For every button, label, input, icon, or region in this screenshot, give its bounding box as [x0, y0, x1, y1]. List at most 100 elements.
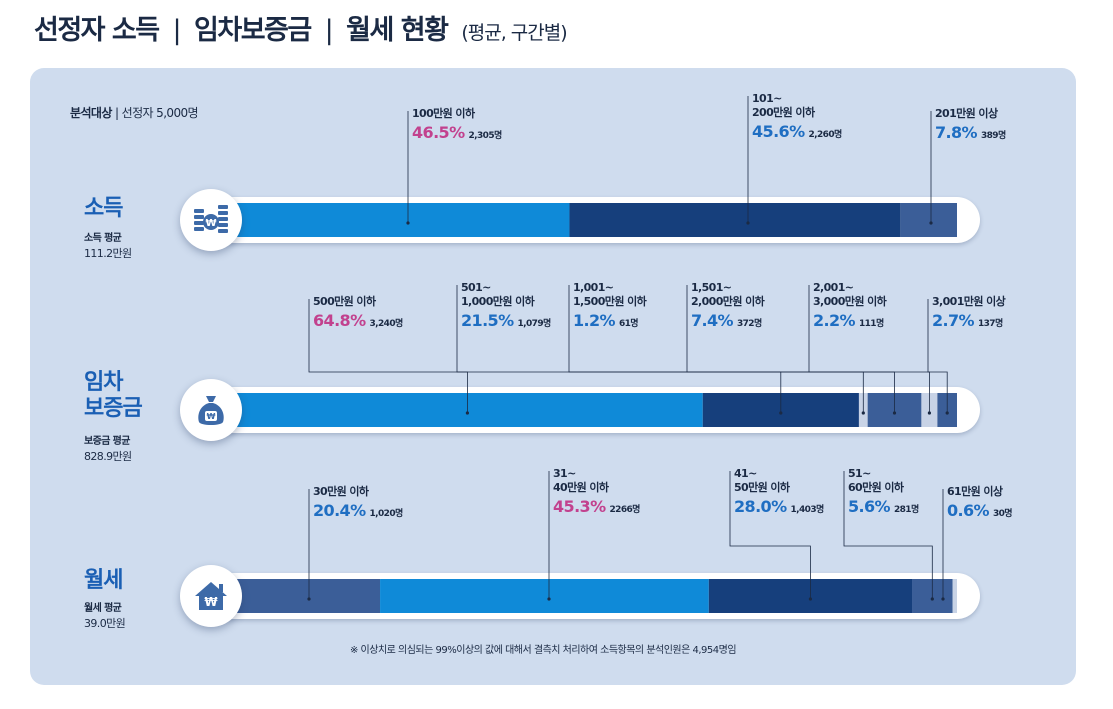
- deposit-icon-badge: ₩: [180, 379, 242, 441]
- deposit-title-line2: 보증금: [84, 396, 143, 421]
- svg-text:₩: ₩: [204, 595, 218, 609]
- segment-range-label: 2,000만원 이하: [691, 295, 765, 308]
- segment-range-label: 50만원 이하: [734, 481, 790, 494]
- segment-label: 61만원 이상 0.6% 30명: [947, 485, 1013, 523]
- segment-count: 2,260명: [808, 130, 843, 140]
- title-subtitle: (평균, 구간별): [461, 22, 567, 44]
- segment-count: 389명: [980, 131, 1006, 141]
- segment-range-label: 200만원 이하: [752, 106, 815, 119]
- rent-icon-badge: ₩: [180, 565, 242, 627]
- segment-count: 1,079명: [517, 319, 552, 329]
- segment-count: 1,403명: [790, 505, 825, 515]
- segment-range-label: 40만원 이하: [553, 481, 609, 494]
- svg-text:₩: ₩: [205, 218, 216, 229]
- segment-label: 41~ 50만원 이하 28.0% 1,403명: [734, 467, 824, 519]
- segment-count: 137명: [977, 319, 1003, 329]
- segment-count: 30명: [992, 509, 1013, 519]
- segment-percent: 2.2%: [813, 311, 856, 330]
- page-title: 선정자 소득 | 임차보증금 | 월세 현황 (평균, 구간별): [34, 8, 568, 47]
- segment-percent: 7.8%: [935, 123, 978, 142]
- category-title-income: 소득: [84, 196, 123, 221]
- segment-label: 31~ 40만원 이하 45.3% 2266명: [553, 467, 640, 519]
- segment-range-label: 101~: [752, 92, 782, 105]
- rent-bar-track: [196, 573, 980, 619]
- segment-range-label: 51~: [848, 467, 871, 480]
- deposit-bar-track: [196, 387, 980, 433]
- segment-range-label: 1,000만원 이하: [461, 295, 535, 308]
- segment-count: 2,305명: [468, 131, 503, 141]
- income-bar-track: [196, 197, 980, 243]
- segment-percent: 45.6%: [752, 122, 805, 141]
- footnote: ※ 이상치로 의심되는 99%이상의 값에 대해서 결측치 처리하여 소득항목의…: [350, 645, 737, 656]
- segment-count: 61명: [618, 319, 639, 329]
- segment-percent: 20.4%: [313, 501, 366, 520]
- house-icon: ₩: [195, 582, 227, 610]
- income-average-value: 111.2만원: [84, 247, 132, 260]
- segment-label: 500만원 이하 64.8% 3,240명: [313, 295, 403, 333]
- segment-label: 51~ 60만원 이하 5.6% 281명: [848, 467, 919, 519]
- analysis-target: 분석대상 | 선정자 5,000명: [70, 104, 199, 121]
- segment-label: 201만원 이상 7.8% 389명: [935, 107, 1006, 145]
- segment-label: 501~ 1,000만원 이하 21.5% 1,079명: [461, 281, 551, 333]
- segment-percent: 2.7%: [932, 311, 975, 330]
- segment-count: 372명: [736, 319, 762, 329]
- segment-count: 2266명: [609, 505, 641, 515]
- category-title-deposit: 임차 보증금: [84, 370, 143, 422]
- segment-range-label: 1,001~: [573, 281, 614, 294]
- money-bag-icon: ₩: [198, 396, 224, 425]
- income-average-label: 소득 평균: [84, 233, 122, 244]
- segment-range-label: 1,501~: [691, 281, 732, 294]
- segment-range-label: 30만원 이하: [313, 485, 369, 498]
- rent-average: 월세 평균 39.0만원: [84, 600, 126, 631]
- segment-percent: 1.2%: [573, 311, 616, 330]
- segment-range-label: 41~: [734, 467, 757, 480]
- deposit-average: 보증금 평균 828.9만원: [84, 433, 132, 464]
- category-title-rent: 월세: [84, 568, 123, 593]
- analysis-target-value: | 선정자 5,000명: [114, 106, 199, 120]
- segment-range-label: 500만원 이하: [313, 295, 376, 308]
- segment-label: 100만원 이하 46.5% 2,305명: [412, 107, 502, 145]
- segment-label: 2,001~ 3,000만원 이하 2.2% 111명: [813, 281, 887, 333]
- segment-range-label: 3,001만원 이상: [932, 295, 1006, 308]
- title-rent: 월세 현황: [346, 15, 449, 46]
- rent-average-label: 월세 평균: [84, 603, 122, 614]
- segment-label: 1,001~ 1,500만원 이하 1.2% 61명: [573, 281, 647, 333]
- segment-range-label: 501~: [461, 281, 491, 294]
- segment-label: 30만원 이하 20.4% 1,020명: [313, 485, 403, 523]
- title-separator: |: [172, 15, 182, 46]
- segment-range-label: 2,001~: [813, 281, 854, 294]
- income-average: 소득 평균 111.2만원: [84, 230, 132, 261]
- segment-range-label: 100만원 이하: [412, 107, 475, 120]
- deposit-average-value: 828.9만원: [84, 450, 132, 463]
- analysis-target-label: 분석대상: [70, 106, 112, 120]
- segment-count: 281명: [893, 505, 919, 515]
- deposit-average-label: 보증금 평균: [84, 436, 130, 447]
- deposit-title-line1: 임차: [84, 370, 123, 395]
- segment-percent: 46.5%: [412, 123, 465, 142]
- segment-label: 1,501~ 2,000만원 이하 7.4% 372명: [691, 281, 765, 333]
- segment-percent: 21.5%: [461, 311, 514, 330]
- segment-range-label: 61만원 이상: [947, 485, 1003, 498]
- segment-range-label: 201만원 이상: [935, 107, 998, 120]
- segment-range-label: 1,500만원 이하: [573, 295, 647, 308]
- segment-label: 3,001만원 이상 2.7% 137명: [932, 295, 1006, 333]
- segment-percent: 45.3%: [553, 497, 606, 516]
- title-deposit: 임차보증금: [194, 15, 312, 46]
- segment-label: 101~ 200만원 이하 45.6% 2,260명: [752, 92, 842, 144]
- coins-icon: ₩: [194, 205, 228, 233]
- segment-percent: 7.4%: [691, 311, 734, 330]
- segment-range-label: 3,000만원 이하: [813, 295, 887, 308]
- rent-average-value: 39.0만원: [84, 617, 126, 630]
- segment-range-label: 60만원 이하: [848, 481, 904, 494]
- title-separator: |: [324, 15, 334, 46]
- segment-count: 111명: [858, 319, 884, 329]
- income-icon-badge: ₩: [180, 189, 242, 251]
- segment-count: 1,020명: [369, 509, 404, 519]
- segment-range-label: 31~: [553, 467, 576, 480]
- svg-text:₩: ₩: [207, 412, 216, 421]
- segment-count: 3,240명: [369, 319, 404, 329]
- title-income: 선정자 소득: [34, 15, 160, 46]
- segment-percent: 28.0%: [734, 497, 787, 516]
- segment-percent: 64.8%: [313, 311, 366, 330]
- segment-percent: 0.6%: [947, 501, 990, 520]
